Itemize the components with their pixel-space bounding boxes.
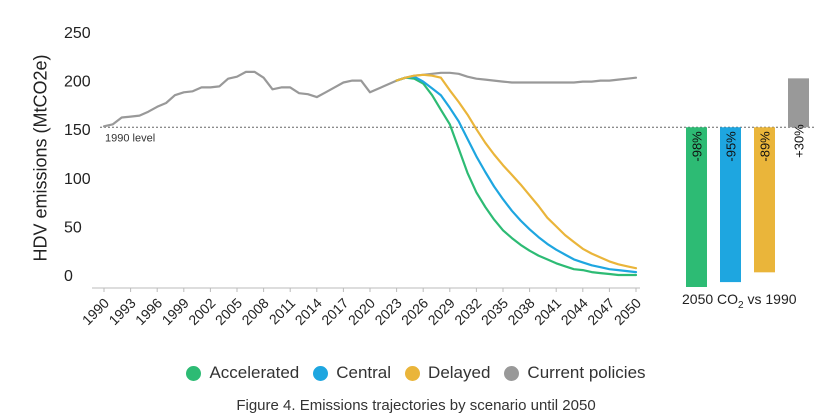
bar-panel-title: 2050 CO2 vs 1990 <box>682 291 797 311</box>
y-tick-label: 100 <box>64 171 91 188</box>
x-tick-label: 2044 <box>558 295 591 328</box>
x-tick-label: 1999 <box>159 295 192 328</box>
legend-swatch-central <box>313 365 329 381</box>
legend: Accelerated Central Delayed Current poli… <box>0 363 832 383</box>
x-tick-label: 2017 <box>318 295 351 328</box>
bar-central <box>720 127 741 283</box>
x-tick-label: 2026 <box>398 295 431 328</box>
legend-item-central: Central <box>313 363 391 383</box>
x-tick-label: 2005 <box>212 295 245 328</box>
x-tick-label: 1996 <box>132 295 165 328</box>
x-tick-label: 2050 <box>611 295 644 328</box>
y-tick-label: 250 <box>64 25 91 42</box>
bar-panel-title-prefix: 2050 CO <box>682 291 739 307</box>
figure-caption: Figure 4. Emissions trajectories by scen… <box>236 397 596 414</box>
bar-central-label: -95% <box>724 131 739 162</box>
y-tick-label: 150 <box>64 122 91 139</box>
legend-item-delayed: Delayed <box>405 363 490 383</box>
legend-swatch-delayed <box>405 365 421 381</box>
bar-panel-title-subscript: 2 <box>738 299 744 311</box>
bar-panel-title-suffix: vs 1990 <box>743 291 797 307</box>
legend-swatch-accelerated <box>186 365 202 381</box>
x-tick-label: 2002 <box>185 295 218 328</box>
legend-item-current-policies: Current policies <box>504 363 646 383</box>
y-tick-label: 200 <box>64 74 91 91</box>
y-axis-label: HDV emissions (MtCO2e) <box>30 54 51 262</box>
x-tick-label: 2023 <box>371 295 404 328</box>
x-tick-label: 1990 <box>79 295 112 328</box>
x-tick-label: 2020 <box>345 295 378 328</box>
legend-item-accelerated: Accelerated <box>186 363 299 383</box>
bar-accelerated <box>686 127 707 287</box>
legend-swatch-current-policies <box>504 365 520 381</box>
x-tick-label: 2047 <box>584 295 617 328</box>
series-line-accelerated <box>395 76 638 277</box>
x-tick-label: 2011 <box>266 295 299 328</box>
x-tick-label: 2032 <box>451 295 484 328</box>
x-tick-label: 2014 <box>292 295 325 328</box>
reference-line-label: 1990 level <box>105 132 155 144</box>
bar-delayed-label: -89% <box>758 131 773 162</box>
y-tick-label: 0 <box>64 268 73 285</box>
x-tick-label: 2038 <box>504 295 537 328</box>
series-line-current-policies <box>102 70 638 128</box>
series-line-delayed <box>395 73 638 270</box>
bar-delayed <box>754 127 775 273</box>
x-tick-label: 2008 <box>238 295 271 328</box>
bar-current-policies-label: +30% <box>792 124 807 158</box>
legend-label-accelerated: Accelerated <box>209 363 300 382</box>
legend-label-current-policies: Current policies <box>527 363 646 382</box>
bar-current-policies <box>788 78 809 128</box>
series-line-central <box>395 75 638 274</box>
x-tick-label: 2041 <box>531 295 564 328</box>
emissions-chart: 0501001502002501990199319961999200220052… <box>64 25 815 328</box>
legend-label-central: Central <box>336 363 392 382</box>
x-tick-label: 2035 <box>478 295 511 328</box>
legend-label-delayed: Delayed <box>428 363 491 382</box>
bar-accelerated-label: -98% <box>690 131 705 162</box>
y-tick-label: 50 <box>64 219 82 236</box>
x-tick-label: 2029 <box>425 295 458 328</box>
x-tick-label: 1993 <box>105 295 138 328</box>
